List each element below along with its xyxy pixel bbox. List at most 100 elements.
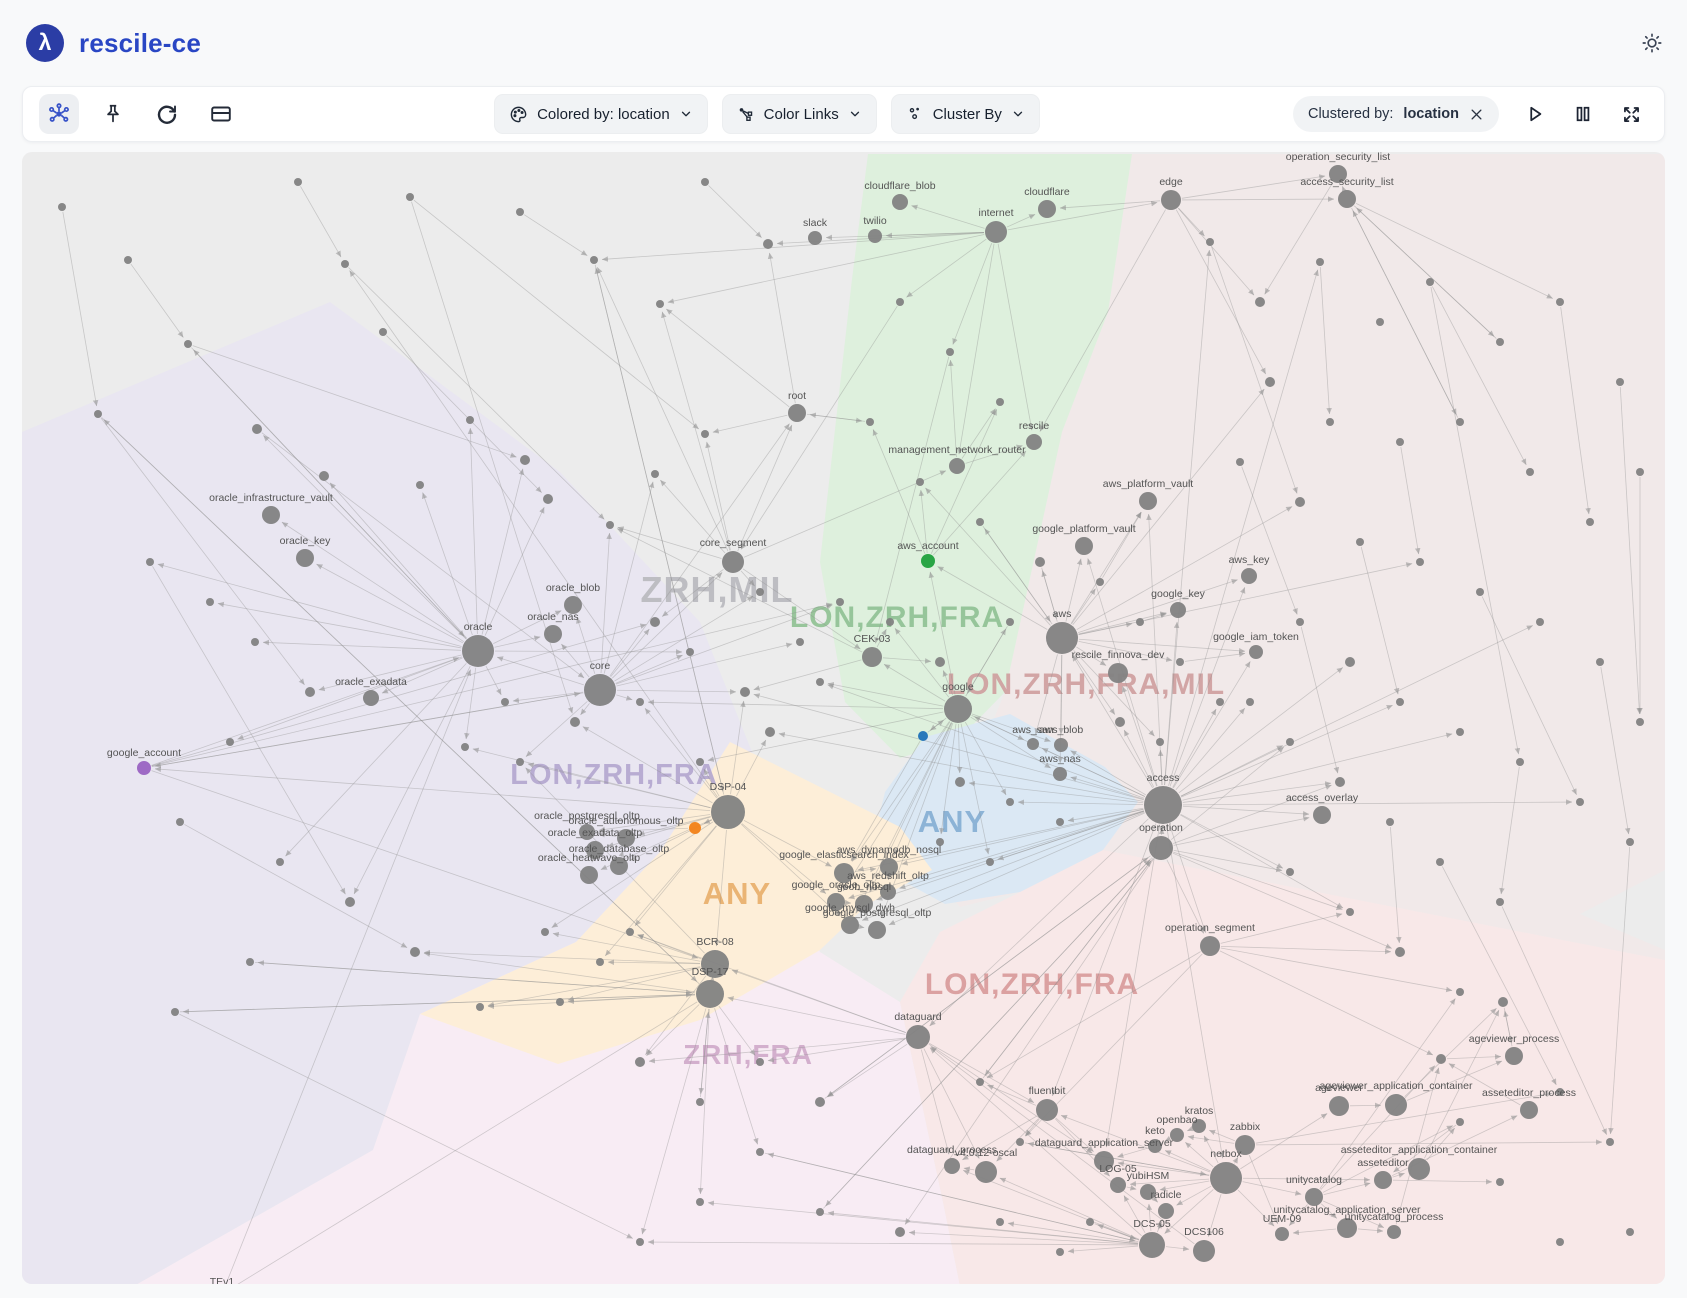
node-BCR-08[interactable] [701, 950, 729, 978]
graph-node[interactable] [1156, 738, 1164, 746]
graph-node[interactable] [986, 858, 994, 866]
node-google_account[interactable] [137, 761, 151, 775]
node-slack[interactable] [808, 231, 822, 245]
graph-node[interactable] [1255, 297, 1265, 307]
graph-node[interactable] [1496, 1178, 1504, 1186]
graph-node[interactable] [1576, 798, 1584, 806]
graph-node[interactable] [294, 178, 302, 186]
node-ageviewer_process[interactable] [1505, 1047, 1523, 1065]
node-google_postgresql_oltp[interactable] [868, 921, 886, 939]
node-yubiHSM[interactable] [1140, 1184, 1156, 1200]
graph-node[interactable] [520, 455, 530, 465]
node-oracle_heatwave_oltp[interactable] [580, 866, 598, 884]
graph-node[interactable] [252, 424, 262, 434]
graph-node[interactable] [1556, 1088, 1564, 1096]
graph-node[interactable] [606, 521, 614, 529]
graph-view-button[interactable] [39, 94, 79, 134]
node-dataguard_application_server[interactable] [1094, 1151, 1114, 1171]
node-DSP-04[interactable] [711, 795, 745, 829]
node-openbao[interactable] [1170, 1128, 1184, 1142]
play-simulation-button[interactable] [1523, 102, 1547, 126]
graph-node[interactable] [184, 340, 192, 348]
graph-node[interactable] [765, 727, 775, 737]
node-rescile[interactable] [1026, 434, 1042, 450]
node-DCS106[interactable] [1193, 1240, 1215, 1262]
node-zabbix[interactable] [1235, 1135, 1255, 1155]
network-graph[interactable]: ZRH,MIL LON,ZRH,FRA LON,ZRH,FRA,MIL LON,ZRH… [22, 152, 1665, 1284]
graph-node[interactable] [636, 1238, 644, 1246]
graph-node[interactable] [1556, 298, 1564, 306]
node-cloudflare[interactable] [1038, 200, 1056, 218]
graph-node[interactable] [1056, 818, 1064, 826]
node-root[interactable] [788, 404, 806, 422]
node-oracle[interactable] [462, 635, 494, 667]
graph-node[interactable] [935, 657, 945, 667]
graph-node[interactable] [1296, 618, 1304, 626]
graph-node[interactable] [895, 1227, 905, 1237]
node-aws_nas[interactable] [1053, 767, 1067, 781]
graph-node[interactable] [1386, 818, 1394, 826]
graph-node[interactable] [1556, 1238, 1564, 1246]
app-logo[interactable]: λ [26, 24, 64, 62]
node-asseteditor_application_container[interactable] [1408, 1158, 1430, 1180]
graph-node[interactable] [918, 731, 928, 741]
theme-toggle-button[interactable] [1635, 26, 1669, 60]
graph-node[interactable] [58, 203, 66, 211]
graph-node[interactable] [996, 398, 1004, 406]
graph-node[interactable] [1626, 1228, 1634, 1236]
refresh-button[interactable] [147, 94, 187, 134]
graph-node[interactable] [476, 1003, 484, 1011]
graph-node[interactable] [696, 758, 704, 766]
node-google_oracle_oltp[interactable] [827, 893, 845, 911]
graph-node[interactable] [740, 687, 750, 697]
node-aws[interactable] [1046, 622, 1078, 654]
graph-node[interactable] [590, 256, 598, 264]
graph-node[interactable] [1056, 1248, 1064, 1256]
node-DCS-05[interactable] [1139, 1232, 1165, 1258]
graph-node[interactable] [501, 698, 509, 706]
node-operation_segment[interactable] [1200, 936, 1220, 956]
node-cloudflare_blob[interactable] [892, 194, 908, 210]
pin-button[interactable] [93, 94, 133, 134]
node-operation_security_list[interactable] [1329, 165, 1347, 183]
graph-node[interactable] [171, 1008, 179, 1016]
graph-node[interactable] [570, 717, 580, 727]
node-google_key[interactable] [1170, 602, 1186, 618]
graph-node[interactable] [1216, 698, 1224, 706]
graph-node[interactable] [996, 1218, 1004, 1226]
cluster-by-dropdown[interactable]: Cluster By [890, 94, 1040, 134]
graph-node[interactable] [1636, 468, 1644, 476]
node-oracle_database_oltp[interactable] [610, 857, 628, 875]
card-view-button[interactable] [201, 94, 241, 134]
node-goob_nosql[interactable] [855, 895, 873, 913]
graph-node[interactable] [146, 558, 154, 566]
node-google_platform_vault[interactable] [1075, 537, 1093, 555]
node-aws_key[interactable] [1241, 568, 1257, 584]
colored-by-dropdown[interactable]: Colored by: location [494, 94, 708, 134]
graph-node[interactable] [1456, 728, 1464, 736]
graph-node[interactable] [866, 418, 874, 426]
graph-node[interactable] [1636, 718, 1644, 726]
graph-node[interactable] [1376, 318, 1384, 326]
graph-node[interactable] [650, 617, 660, 627]
graph-node[interactable] [955, 777, 965, 787]
graph-node[interactable] [410, 947, 420, 957]
graph-node[interactable] [1286, 738, 1294, 746]
graph-node[interactable] [251, 638, 259, 646]
node-aws_redshift_oltp[interactable] [880, 884, 896, 900]
node-edge[interactable] [1161, 190, 1181, 210]
graph-node[interactable] [1006, 798, 1014, 806]
graph-node[interactable] [896, 298, 904, 306]
node-oracle_postgresql_oltp[interactable] [579, 824, 595, 840]
graph-node[interactable] [541, 928, 549, 936]
graph-node[interactable] [226, 738, 234, 746]
graph-node[interactable] [1496, 898, 1504, 906]
node-aws_account[interactable] [921, 554, 935, 568]
node-aws_dynamodb_nosql[interactable] [880, 858, 898, 876]
node-oracle_nas[interactable] [544, 625, 562, 643]
node-unitycatalog[interactable] [1305, 1188, 1323, 1206]
graph-node[interactable] [1295, 497, 1305, 507]
graph-node[interactable] [406, 193, 414, 201]
graph-node[interactable] [1345, 657, 1355, 667]
graph-node[interactable] [176, 818, 184, 826]
